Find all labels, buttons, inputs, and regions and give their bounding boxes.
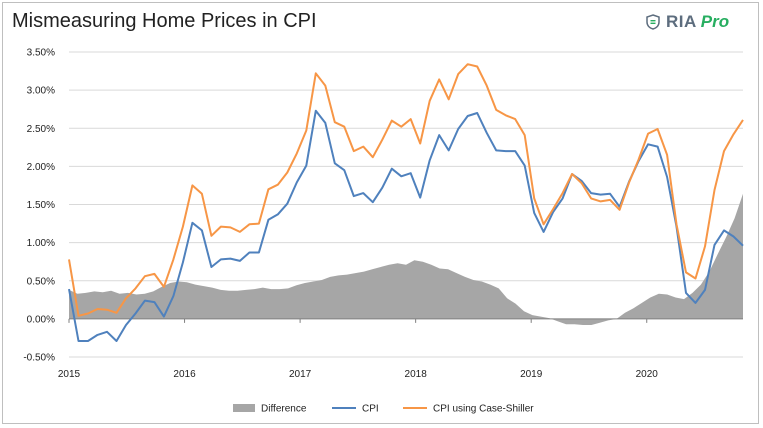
y-tick-label: -0.50% [23,353,55,364]
legend-case-shiller: CPI using Case-Shiller [403,404,534,415]
y-tick-label: 2.50% [27,124,55,135]
logo-accent-text: Pro [700,12,730,31]
legend-difference: Difference [233,404,307,415]
legend-label: Difference [261,404,307,415]
legend-swatch [233,404,255,412]
ria-pro-logo: RIA Pro [646,12,729,32]
y-tick-label: 2.00% [27,162,55,173]
y-tick-label: 0.00% [27,314,55,325]
legend-cpi: CPI [332,404,379,415]
difference-area [69,193,743,325]
y-tick-label: 1.00% [27,238,55,249]
logo-text: RIA [666,12,697,31]
case-shiller-line [68,63,744,317]
x-tick-label: 2018 [405,369,428,380]
y-tick-label: 3.00% [27,86,55,97]
legend-label: CPI using Case-Shiller [433,404,534,415]
x-tick-label: 2015 [58,369,81,380]
x-tick-label: 2017 [289,369,312,380]
x-tick-label: 2020 [636,369,659,380]
y-tick-label: 0.50% [27,276,55,287]
legend-label: CPI [362,404,379,415]
x-tick-label: 2016 [173,369,196,380]
chart-frame [2,2,759,424]
y-tick-label: 1.50% [27,200,55,211]
y-tick-label: 3.50% [27,48,55,59]
x-tick-label: 2019 [520,369,543,380]
chart-title: Mismeasuring Home Prices in CPI [12,10,317,32]
shield-icon [646,14,660,30]
